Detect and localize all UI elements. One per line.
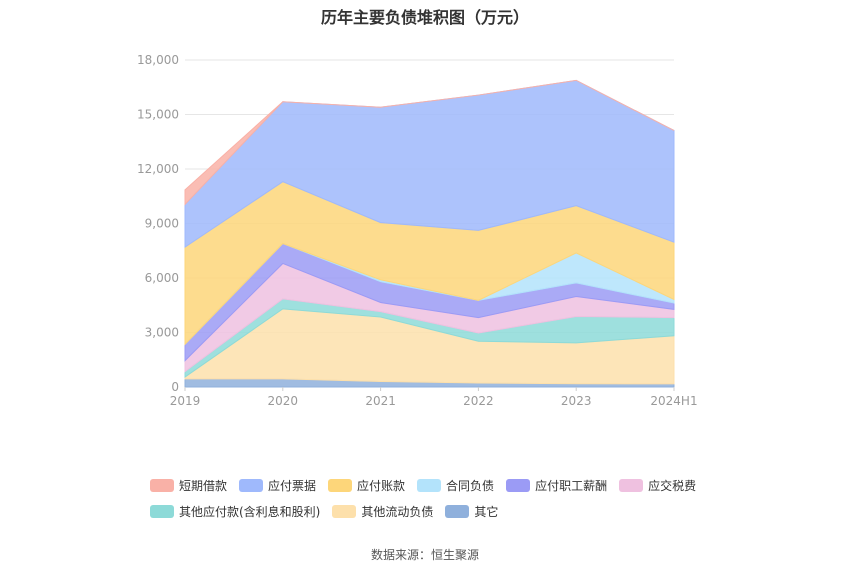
legend-row: 其他应付款(含利息和股利) 其他流动负债 其它 [150, 498, 730, 524]
legend-item[interactable]: 应交税费 [619, 477, 696, 494]
y-tick-label: 15,000 [137, 108, 179, 122]
y-tick-label: 12,000 [137, 162, 179, 176]
legend-item[interactable]: 应付职工薪酬 [506, 477, 607, 494]
x-tick-label: 2021 [365, 394, 396, 408]
x-tick-label: 2023 [561, 394, 592, 408]
legend-item[interactable]: 其他应付款(含利息和股利) [150, 503, 320, 520]
legend-label: 应交税费 [648, 478, 697, 493]
y-tick-label: 6,000 [145, 271, 179, 285]
legend-swatch [332, 504, 357, 518]
legend-swatch [619, 478, 644, 492]
legend-label: 短期借款 [179, 478, 228, 493]
legend-label: 其他流动负债 [361, 504, 434, 519]
legend-swatch [328, 478, 353, 492]
legend-row: 短期借款 应付票据 应付账款 合同负债 应付职工薪酬 应交税费 [150, 472, 730, 498]
legend-swatch [506, 478, 531, 492]
legend-label: 合同负债 [446, 478, 495, 493]
legend-swatch [445, 504, 470, 518]
legend-swatch [150, 478, 174, 492]
legend-item[interactable]: 其它 [445, 503, 498, 520]
legend-item[interactable]: 应付票据 [239, 477, 316, 494]
chart-legend: 短期借款 应付票据 应付账款 合同负债 应付职工薪酬 应交税费 其他应付款(含利息和股利) 其… [150, 472, 730, 524]
area-series-短期借款[interactable] [184, 79, 675, 206]
legend-item[interactable]: 合同负债 [417, 477, 494, 494]
x-tick-label: 2024H1 [650, 394, 697, 408]
y-tick-label: 9,000 [145, 217, 179, 231]
data-source: 数据来源：恒生聚源 [370, 548, 479, 562]
x-tick-label: 2019 [170, 394, 201, 408]
y-tick-label: 18,000 [137, 53, 179, 67]
stacked-area-chart: 0 3,000 6,000 9,000 12,000 15,000 18,000 2019 20… [137, 53, 698, 408]
legend-swatch [417, 478, 442, 492]
chart-title: 历年主要负债堆积图（万元） [320, 8, 529, 27]
legend-label: 其它 [474, 504, 499, 519]
legend-swatch [150, 504, 174, 518]
legend-item[interactable]: 应付账款 [328, 477, 405, 494]
legend-item[interactable]: 短期借款 [150, 477, 227, 494]
y-tick-label: 3,000 [145, 326, 179, 340]
legend-swatch [239, 478, 264, 492]
legend-label: 应付账款 [357, 478, 406, 493]
legend-label: 其他应付款(含利息和股利) [179, 504, 321, 519]
area-series-layer [184, 79, 675, 388]
x-tick-label: 2022 [463, 394, 494, 408]
x-tick-label: 2020 [268, 394, 299, 408]
y-tick-label: 0 [171, 380, 179, 394]
legend-item[interactable]: 其他流动负债 [332, 503, 433, 520]
axis-layer: 0 3,000 6,000 9,000 12,000 15,000 18,000 2019 20… [137, 53, 698, 408]
legend-label: 应付职工薪酬 [535, 478, 608, 493]
legend-label: 应付票据 [268, 478, 317, 493]
